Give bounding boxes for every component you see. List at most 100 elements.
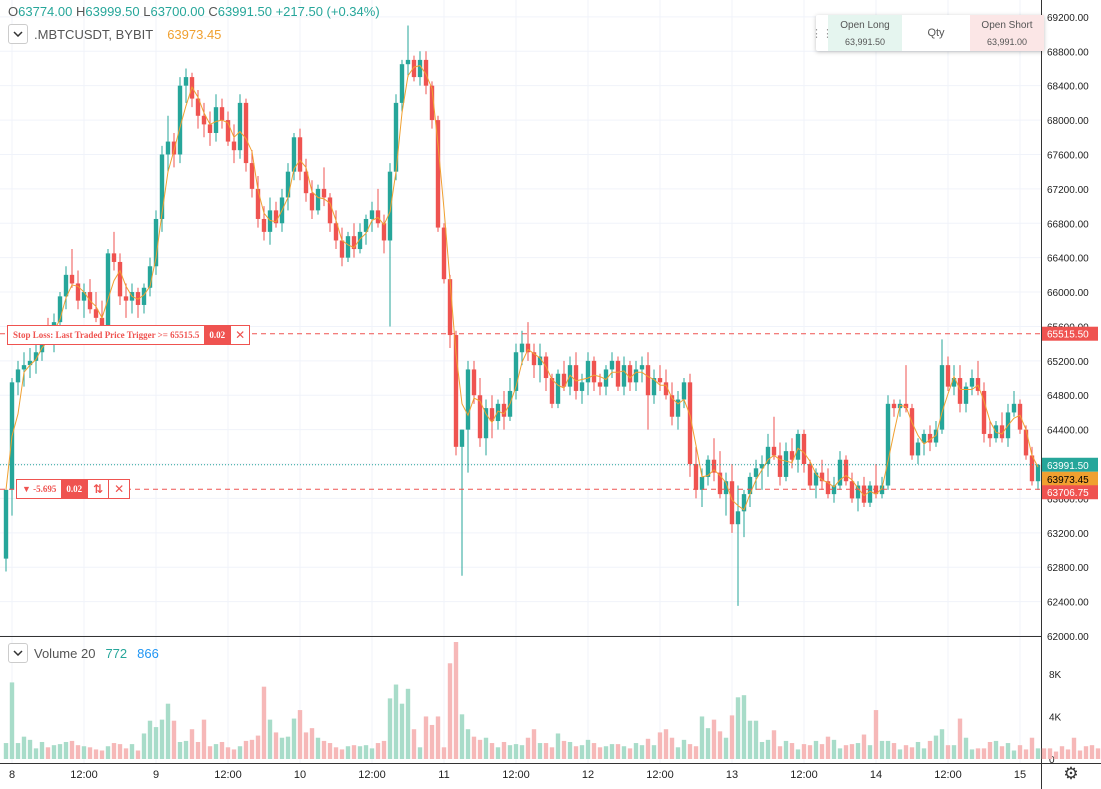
volume-bar xyxy=(465,729,471,759)
y-tick-label: 62800.00 xyxy=(1047,563,1089,574)
candle-body xyxy=(531,352,537,366)
candle-body xyxy=(261,218,267,232)
stop-loss-qty: 0.02 xyxy=(204,326,231,344)
drag-handle-icon[interactable]: ⋮⋮ xyxy=(811,27,833,40)
volume-bar xyxy=(39,741,45,759)
ohlc-high-label: H xyxy=(75,4,86,19)
volume-bar xyxy=(1071,737,1077,759)
candle-body xyxy=(351,236,357,250)
candle-body xyxy=(921,433,927,443)
candle-body xyxy=(717,472,723,495)
volume-bar xyxy=(855,743,861,759)
candle-body xyxy=(663,382,669,396)
chevron-down-icon[interactable] xyxy=(8,24,28,44)
candle-body xyxy=(327,197,333,224)
volume-bar xyxy=(207,746,213,759)
x-tick-label: 12:00 xyxy=(934,769,962,781)
close-icon[interactable]: ✕ xyxy=(230,326,249,344)
x-tick-label: 12:00 xyxy=(214,769,242,781)
candle-body xyxy=(237,102,243,151)
volume-bar xyxy=(609,744,615,759)
volume-bar xyxy=(495,747,501,759)
volume-bar xyxy=(177,741,183,759)
candle-body xyxy=(951,378,957,387)
candle-body xyxy=(309,193,315,211)
candle-body xyxy=(177,85,183,155)
position-line[interactable]: ▼ -5.695 0.02 ⇅ ✕ xyxy=(16,479,131,499)
volume-bar xyxy=(93,749,99,759)
candle-body xyxy=(789,451,795,460)
close-icon[interactable]: ✕ xyxy=(108,480,129,498)
volume-bar xyxy=(711,719,717,759)
volume-bar xyxy=(399,703,405,759)
candle-body xyxy=(303,171,309,194)
candle-body xyxy=(891,403,897,409)
open-short-label: Open Short xyxy=(981,19,1033,31)
y-tick-label: 66400.00 xyxy=(1047,254,1089,265)
volume-bar xyxy=(33,748,39,759)
volume-bar xyxy=(135,750,141,759)
volume-bar xyxy=(771,730,777,759)
candle-body xyxy=(903,403,909,409)
volume-bar xyxy=(669,737,675,759)
candle-body xyxy=(393,102,399,172)
volume-bar xyxy=(837,748,843,759)
open-long-price: 63,991.50 xyxy=(844,36,886,47)
stop-loss-price-tag-bg xyxy=(1042,326,1098,341)
volume-bar xyxy=(69,740,75,759)
volume-bar xyxy=(285,736,291,759)
volume-bar xyxy=(87,747,93,759)
volume-bar xyxy=(663,729,669,759)
volume-bar xyxy=(345,746,351,759)
y-tick-label: 68800.00 xyxy=(1047,47,1089,58)
candle-body xyxy=(15,369,21,383)
volume-bar xyxy=(309,728,315,759)
volume-bar xyxy=(441,747,447,759)
x-tick-label: 12:00 xyxy=(502,769,530,781)
volume-bar xyxy=(645,738,651,759)
volume-bar xyxy=(1065,749,1071,759)
candle-body xyxy=(213,107,219,133)
volume-bar xyxy=(549,747,555,759)
volume-bar xyxy=(189,729,195,759)
stop-loss-order[interactable]: Stop Loss: Last Traded Price Trigger >= … xyxy=(7,325,251,345)
candle-body xyxy=(975,378,981,391)
x-tick-label: 12:00 xyxy=(358,769,386,781)
volume-bar xyxy=(261,686,267,759)
gear-icon[interactable]: ⚙ xyxy=(1063,764,1079,783)
candle-body xyxy=(753,468,759,477)
candle-body xyxy=(915,442,921,456)
open-long-button[interactable]: Open Long 63,991.50 xyxy=(828,15,902,51)
open-short-button[interactable]: Open Short 63,991.00 xyxy=(970,15,1044,51)
volume-bar xyxy=(729,715,735,759)
chevron-down-icon[interactable] xyxy=(8,643,28,663)
candle-body xyxy=(159,154,165,219)
x-tick-label: 13 xyxy=(726,769,738,781)
volume-bar xyxy=(105,746,111,759)
volume-bar xyxy=(405,688,411,759)
volume-bar xyxy=(417,747,423,759)
ma-price-tag-bg xyxy=(1042,471,1098,486)
volume-bar xyxy=(21,736,27,759)
candle-body xyxy=(63,274,69,297)
candle-body xyxy=(249,163,255,189)
y-tick-label: 65200.00 xyxy=(1047,357,1089,368)
volume-bar xyxy=(801,744,807,759)
x-tick-label: 11 xyxy=(438,769,449,781)
volume-bar xyxy=(99,750,105,759)
candle-body xyxy=(105,253,111,327)
candle-body xyxy=(807,464,813,486)
candle-body xyxy=(171,141,177,155)
volume-bar xyxy=(657,732,663,759)
ma-price-tag: 63973.45 xyxy=(1047,475,1089,486)
stop-loss-price-tag: 65515.50 xyxy=(1047,330,1089,341)
qty-input[interactable]: Qty xyxy=(927,27,945,39)
candle-body xyxy=(723,481,729,495)
candle-body xyxy=(801,433,807,465)
volume-bar xyxy=(123,748,129,759)
volume-bar xyxy=(255,735,261,759)
x-tick-label: 8 xyxy=(9,769,15,781)
volume-bar xyxy=(681,739,687,759)
reverse-arrows-icon[interactable]: ⇅ xyxy=(87,480,108,498)
